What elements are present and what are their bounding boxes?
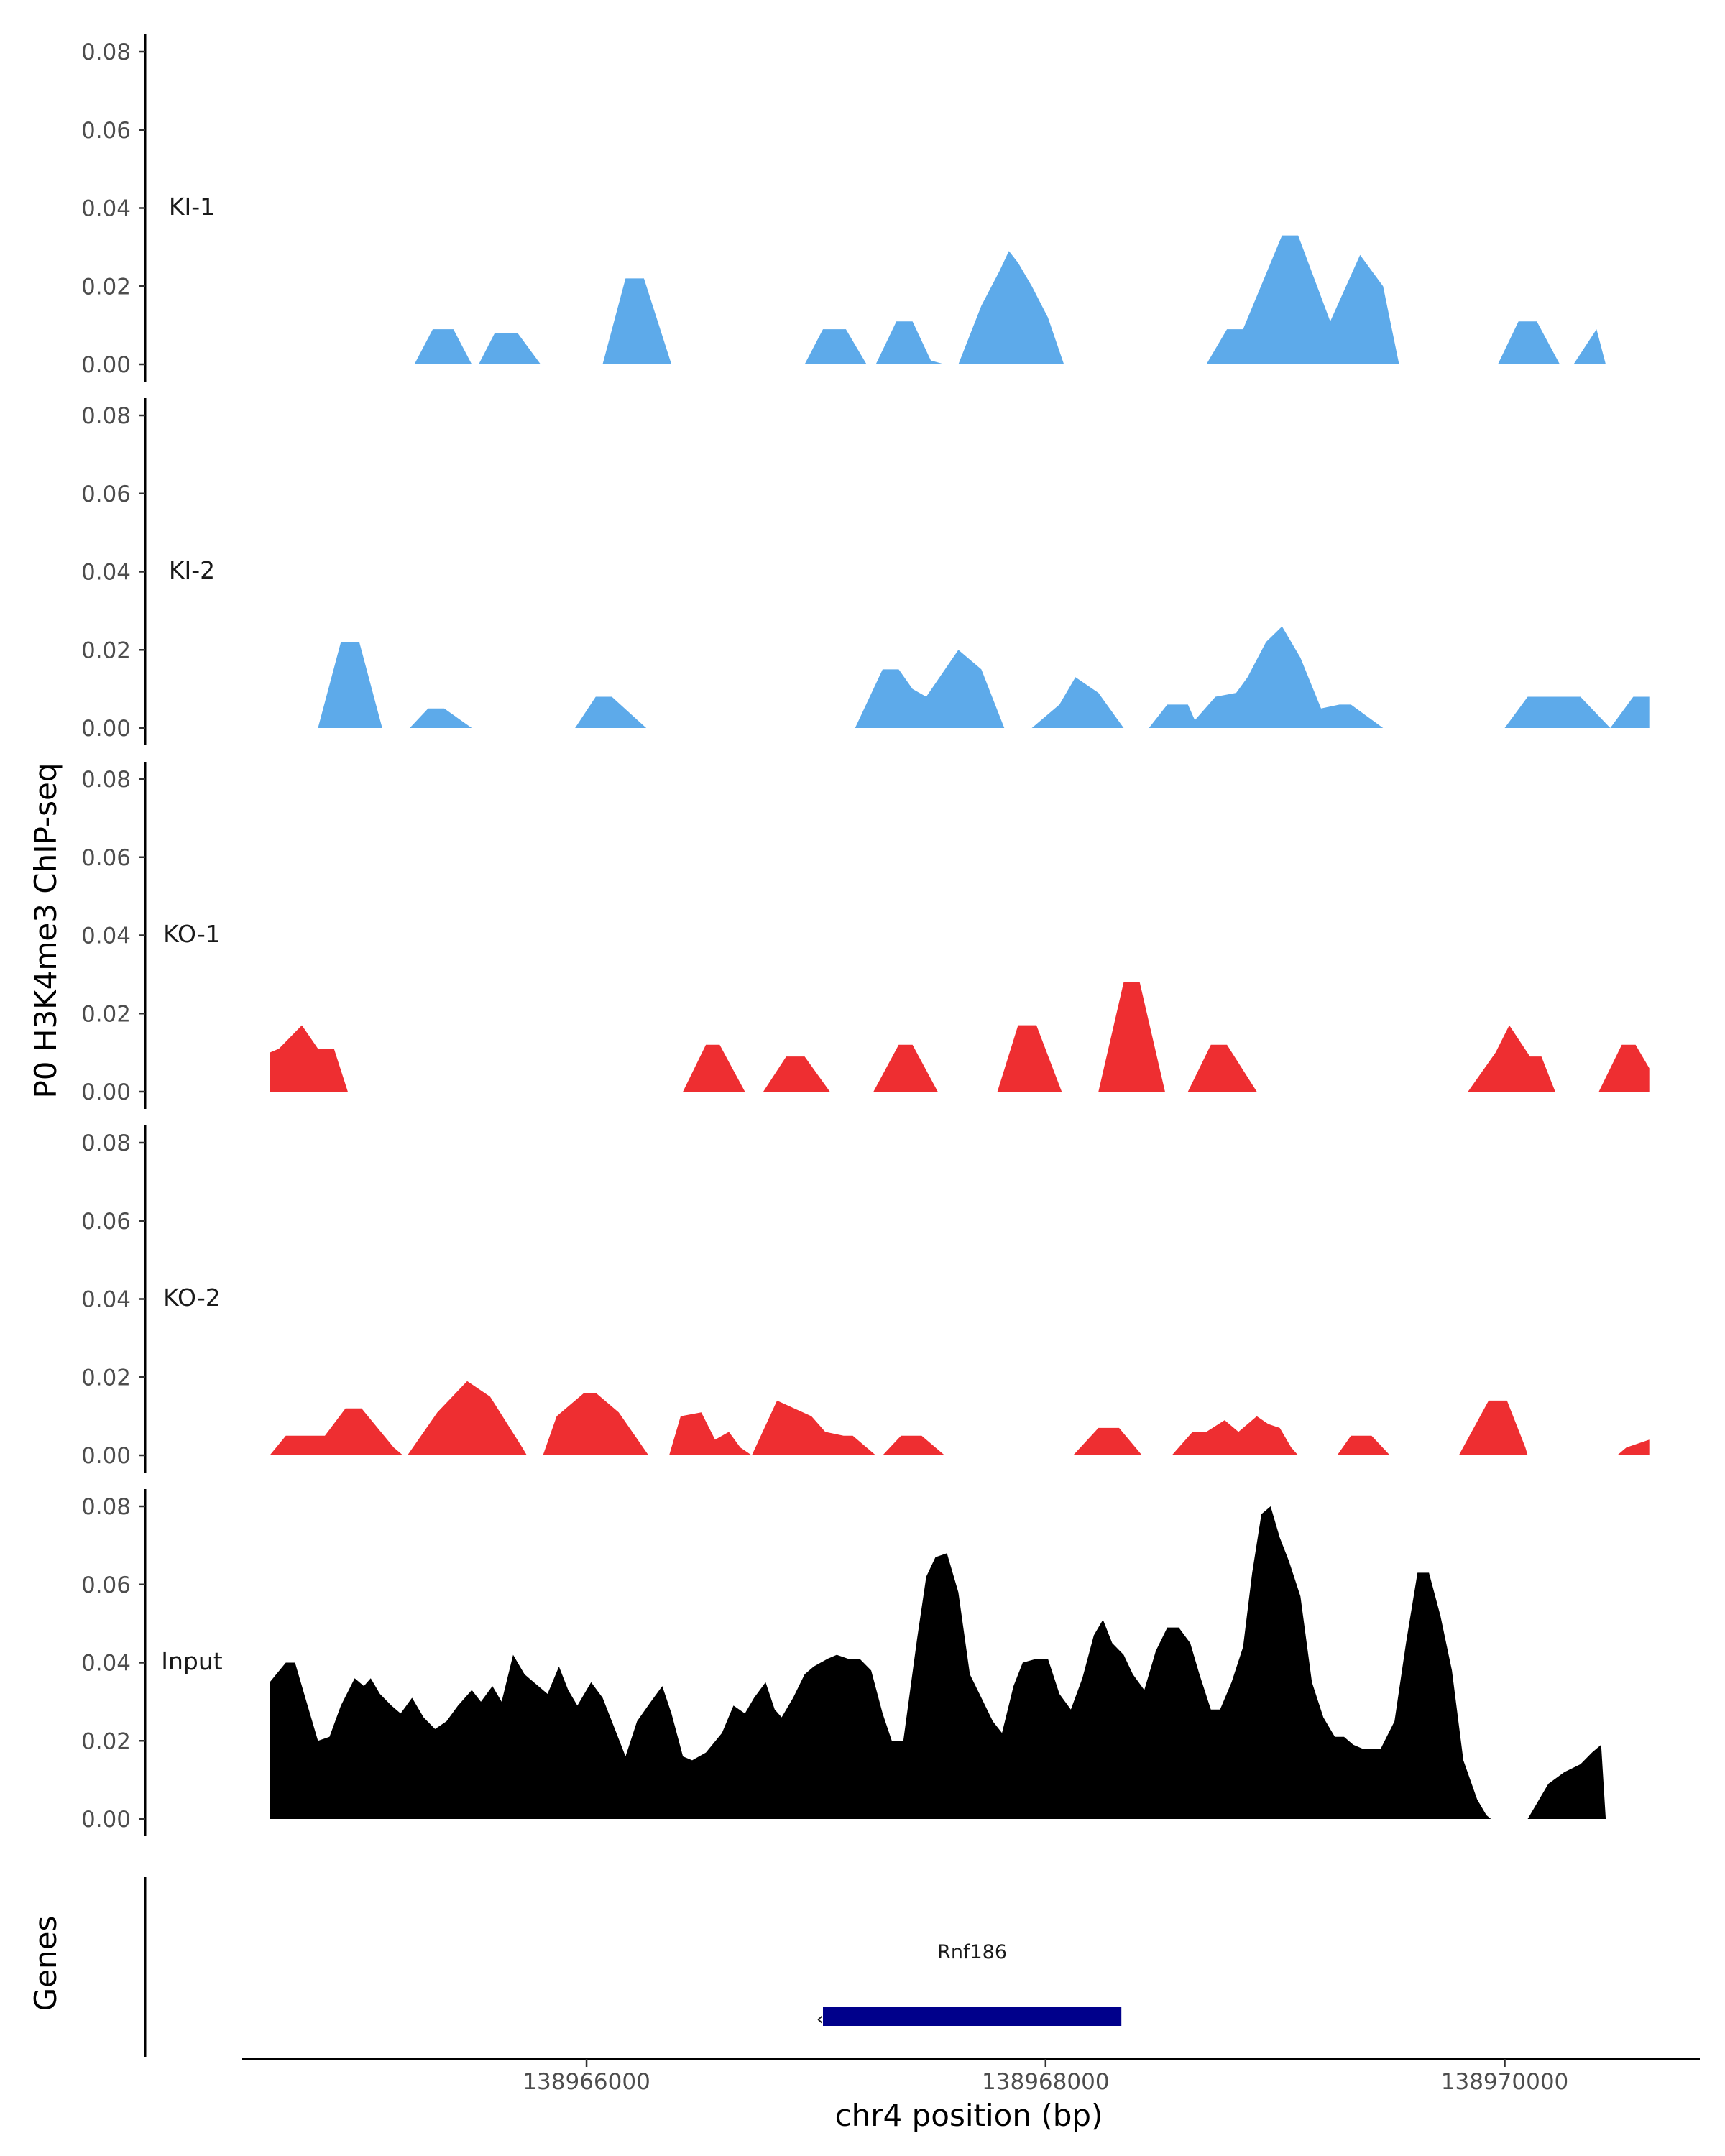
track-input: 0.00 0.02 0.04 0.06 0.08 Input (81, 1489, 1606, 1836)
signal-peak-ki-2 (318, 642, 382, 728)
y-tick-label: 0.06 (81, 1209, 131, 1235)
signal-peak-ko-2 (543, 1393, 649, 1455)
signal-peak-ki-1 (1206, 235, 1399, 364)
track-label: KI-2 (169, 556, 215, 584)
signal-peak-ki-2 (1031, 677, 1124, 728)
gene-strand-marker: ‹ (816, 2008, 824, 2030)
y-tick-label: 0.00 (81, 352, 131, 378)
signal-peak-ko-1 (1598, 1044, 1650, 1092)
track-ki-1: 0.00 0.02 0.04 0.06 0.08 KI-1 (81, 34, 1606, 382)
signal-peak-ko-2 (883, 1435, 945, 1455)
signal-peak-ki-1 (875, 321, 945, 364)
y-tick-label: 0.08 (81, 1130, 131, 1156)
signal-peak-ki-1 (414, 329, 472, 364)
x-axis-title: chr4 position (bp) (835, 2098, 1103, 2133)
y-tick-label: 0.02 (81, 1728, 131, 1754)
y-tick-label: 0.02 (81, 637, 131, 663)
signal-peak-ko-1 (1468, 1025, 1555, 1092)
y-tick-label: 0.04 (81, 923, 131, 949)
y-tick-label: 0.04 (81, 1651, 131, 1677)
signal-peak-input (1527, 1744, 1606, 1819)
signal-peak-ki-1 (1498, 321, 1560, 364)
track-label: Input (161, 1647, 223, 1675)
x-tick-label: 138968000 (982, 2069, 1110, 2095)
signal-peak-ko-1 (1187, 1044, 1257, 1092)
signal-peak-ko-2 (669, 1412, 752, 1455)
y-tick-label: 0.04 (81, 1287, 131, 1313)
gene-body-rnf186 (823, 2007, 1122, 2026)
track-ko-2: 0.00 0.02 0.04 0.06 0.08 KO-2 (81, 1125, 1650, 1473)
signal-peak-ko-2 (752, 1400, 876, 1455)
signal-peak-ko-2 (1073, 1427, 1142, 1455)
signal-peak-ko-1 (763, 1056, 830, 1092)
y-tick-label: 0.08 (81, 1494, 131, 1520)
y-tick-label: 0.02 (81, 1001, 131, 1027)
signal-peak-ko-2 (1458, 1400, 1528, 1455)
signal-peak-ki-1 (958, 251, 1064, 364)
y-tick-label: 0.02 (81, 274, 131, 300)
track-ko-1: 0.00 0.02 0.04 0.06 0.08 KO-1 (81, 762, 1650, 1109)
y-tick-label: 0.00 (81, 716, 131, 742)
signal-peak-ko-1 (270, 1025, 348, 1092)
signal-peak-ki-2 (1610, 696, 1650, 728)
signal-peak-ko-2 (1172, 1416, 1299, 1455)
y-tick-label: 0.04 (81, 196, 131, 222)
gene-track-label: Genes (28, 1916, 63, 2012)
y-tick-label: 0.08 (81, 40, 131, 65)
signal-peak-ko-2 (1337, 1435, 1390, 1455)
y-tick-label: 0.04 (81, 560, 131, 586)
signal-peak-ki-1 (479, 333, 541, 364)
signal-peak-ko-2 (407, 1381, 527, 1455)
signal-peak-ko-1 (997, 1025, 1062, 1092)
y-tick-label: 0.00 (81, 1443, 131, 1469)
y-tick-label: 0.06 (81, 482, 131, 507)
y-axis-title: P0 H3K4me3 ChIP-seq (28, 763, 63, 1098)
x-tick-label: 138970000 (1441, 2069, 1569, 2095)
track-label: KO-1 (163, 920, 221, 948)
y-tick-label: 0.06 (81, 845, 131, 871)
y-tick-label: 0.06 (81, 118, 131, 144)
signal-peak-ko-1 (1098, 982, 1165, 1092)
gene-name-label: Rnf186 (937, 1941, 1007, 1963)
y-tick-label: 0.08 (81, 767, 131, 793)
signal-peak-ko-2 (270, 1408, 403, 1455)
track-label: KO-2 (163, 1284, 221, 1312)
y-tick-label: 0.02 (81, 1365, 131, 1391)
gene-track: Genes ‹ Rnf186 (28, 1877, 1122, 2057)
track-panels: 0.00 0.02 0.04 0.06 0.08 KI-1 0.00 0.02 0.04 0.06… (81, 34, 1650, 1836)
signal-peak-ki-2 (575, 696, 647, 728)
y-tick-label: 0.08 (81, 403, 131, 429)
signal-peak-ki-1 (1573, 329, 1606, 364)
signal-peak-ki-2 (855, 650, 1005, 728)
signal-peak-ki-2 (1504, 696, 1611, 728)
track-ki-2: 0.00 0.02 0.04 0.06 0.08 KI-2 (81, 398, 1650, 745)
signal-peak-ki-2 (1149, 626, 1384, 728)
signal-peak-ki-2 (410, 708, 472, 728)
x-axis: chr4 position (bp) 138966000 138968000 138… (242, 2058, 1700, 2133)
signal-peak-ko-1 (873, 1044, 938, 1092)
track-label: KI-1 (169, 193, 215, 221)
y-tick-label: 0.00 (81, 1807, 131, 1833)
y-tick-label: 0.06 (81, 1572, 131, 1598)
y-tick-label: 0.00 (81, 1079, 131, 1105)
signal-peak-ko-2 (1617, 1439, 1650, 1455)
signal-peak-ko-1 (683, 1044, 745, 1092)
x-tick-label: 138966000 (523, 2069, 650, 2095)
signal-peak-input (270, 1506, 1491, 1819)
signal-peak-ki-1 (804, 329, 867, 364)
signal-peak-ki-1 (602, 278, 672, 364)
